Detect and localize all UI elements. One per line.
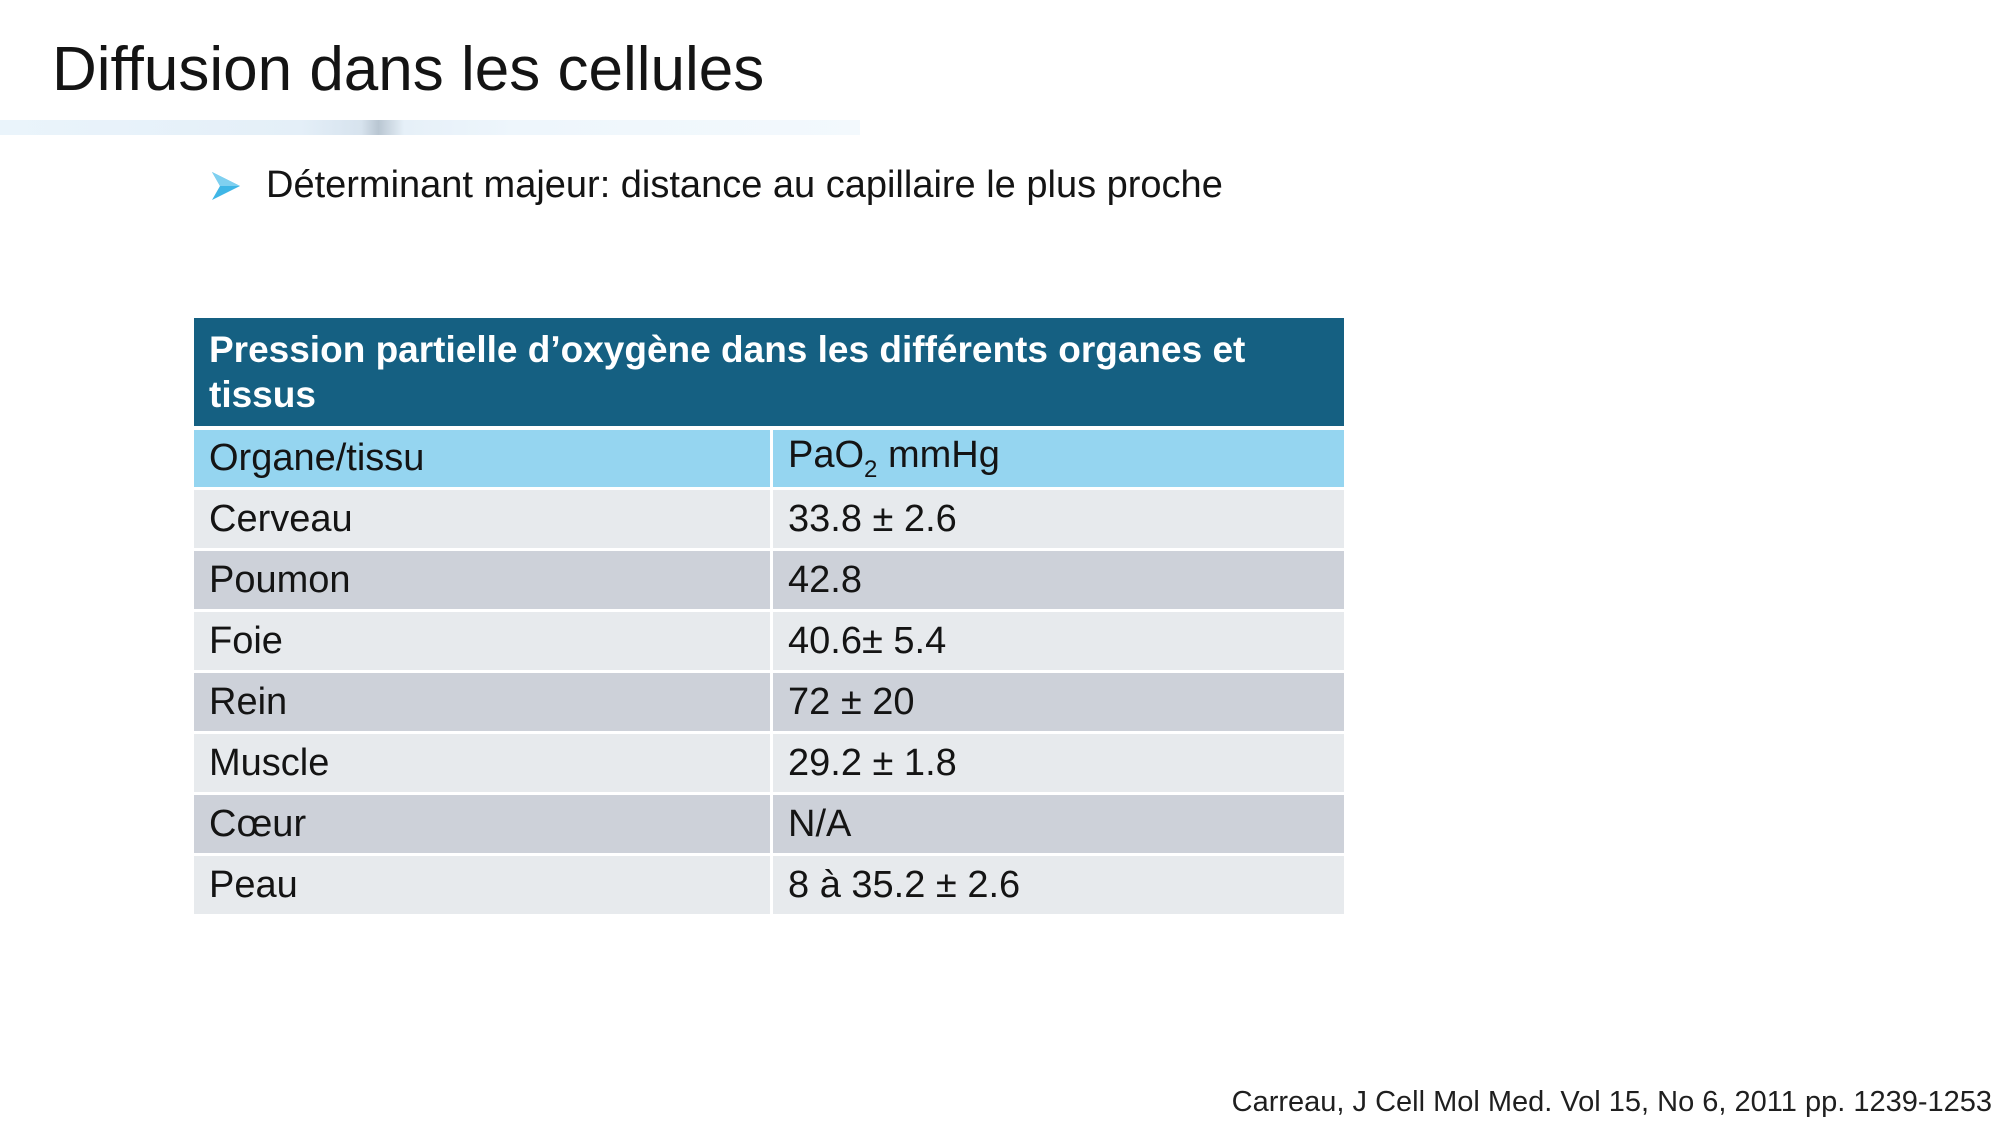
header-value-prefix: PaO (788, 433, 865, 476)
citation: Carreau, J Cell Mol Med. Vol 15, No 6, 2… (1231, 1086, 1992, 1118)
table-caption: Pression partielle d’oxygène dans les di… (194, 318, 1344, 430)
organ-cell: Cerveau (194, 490, 770, 551)
organ-cell: Poumon (194, 551, 770, 612)
value-cell: 29.2 ± 1.8 (770, 734, 1344, 795)
table-caption-row: Pression partielle d’oxygène dans les di… (194, 318, 1344, 430)
column-header-organ: Organe/tissu (194, 430, 770, 490)
value-cell: 40.6± 5.4 (770, 612, 1344, 673)
header-value-suffix: mmHg (877, 433, 1000, 476)
table-row: Poumon 42.8 (194, 551, 1344, 612)
table-row: Peau 8 à 35.2 ± 2.6 (194, 856, 1344, 917)
bullet-item: Déterminant majeur: distance au capillai… (208, 164, 1223, 207)
value-cell: N/A (770, 795, 1344, 856)
value-cell: 33.8 ± 2.6 (770, 490, 1344, 551)
value-cell: 42.8 (770, 551, 1344, 612)
oxygen-pressure-table: Pression partielle d’oxygène dans les di… (194, 318, 1344, 917)
table-row: Muscle 29.2 ± 1.8 (194, 734, 1344, 795)
table-row: Foie 40.6± 5.4 (194, 612, 1344, 673)
organ-cell: Muscle (194, 734, 770, 795)
organ-cell: Cœur (194, 795, 770, 856)
table-row: Cerveau 33.8 ± 2.6 (194, 490, 1344, 551)
header-value-subscript: 2 (864, 455, 878, 483)
organ-cell: Peau (194, 856, 770, 917)
table-row: Cœur N/A (194, 795, 1344, 856)
table-header-row: Organe/tissu PaO2 mmHg (194, 430, 1344, 490)
value-cell: 8 à 35.2 ± 2.6 (770, 856, 1344, 917)
arrowhead-bullet-icon (212, 171, 240, 200)
organ-cell: Rein (194, 673, 770, 734)
column-header-pao2: PaO2 mmHg (770, 430, 1344, 490)
organ-cell: Foie (194, 612, 770, 673)
bullet-text: Déterminant majeur: distance au capillai… (266, 164, 1223, 206)
slide-title: Diffusion dans les cellules (52, 35, 765, 104)
value-cell: 72 ± 20 (770, 673, 1344, 734)
title-decoration-band (0, 120, 860, 135)
table-row: Rein 72 ± 20 (194, 673, 1344, 734)
